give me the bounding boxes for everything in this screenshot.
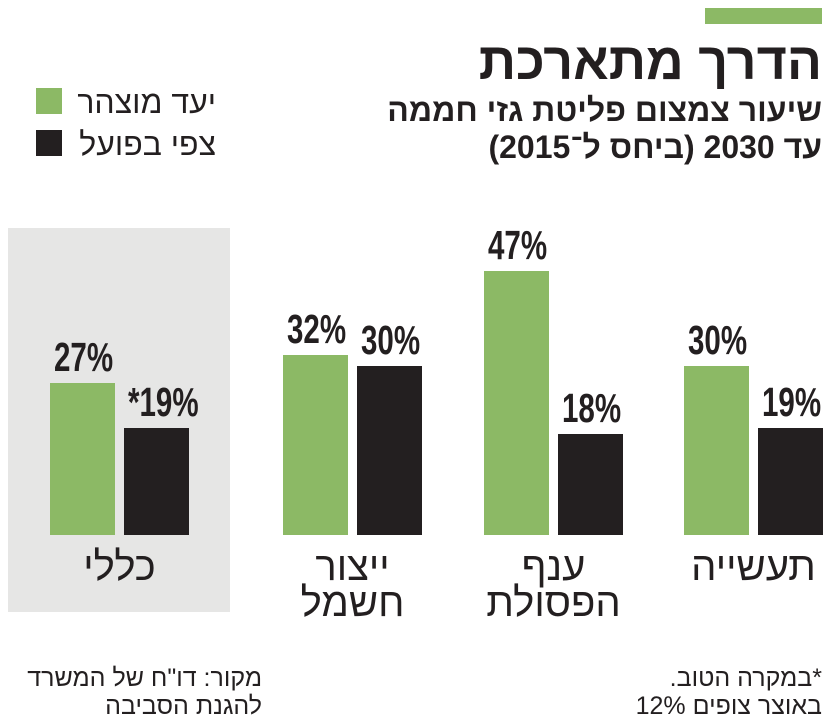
value-label-forecast-2: 30% [361,317,421,364]
chart-subtitle: שיעור צמצום פליטת גזי חממה עד 2030 (ביחס… [387,92,822,166]
value-label-target-2: 32% [287,306,347,353]
footnote: *במקרה הטוב. באוצר צופים 12% [636,664,822,720]
footnote-line: *במקרה הטוב. [669,664,822,692]
bar-target-0 [684,366,749,535]
category-label-2: ייצור חשמל [300,545,405,625]
accent-bar [705,8,822,24]
category-label-0: תעשייה [691,545,816,589]
value-label-forecast-3: *19% [128,379,199,426]
source-line: מקור: דו"ח של המשרד [27,664,262,692]
bar-target-3 [50,383,115,535]
subtitle-line: עד 2030 (ביחס ל־2015) [488,129,822,165]
value-label-target-0: 30% [688,317,748,364]
bar-target-1 [484,271,549,535]
legend-swatch-forecast [36,130,62,156]
value-label-target-3: 27% [54,334,114,381]
category-label-3: כללי [83,545,156,589]
bar-forecast-0 [758,428,823,535]
value-label-forecast-0: 19% [762,379,822,426]
footnote-line: באוצר צופים 12% [635,692,822,720]
value-label-target-1: 47% [488,222,548,268]
bar-forecast-2 [357,366,422,535]
category-label-1: ענף הפסולת [486,545,621,625]
legend-item-forecast: צפי בפועל [36,128,216,160]
subtitle-line: שיעור צמצום פליטת גזי חממה [387,92,822,128]
legend-swatch-target [36,88,62,114]
bar-forecast-3 [124,428,189,535]
chart-title: הדרך מתארכת [478,33,822,91]
legend-label-forecast: צפי בפועל [79,126,216,162]
value-label-forecast-1: 18% [562,384,622,431]
legend: יעד מוצהר צפי בפועל [36,86,216,162]
highlight-panel [8,228,230,612]
source-line: להגנת הסביבה [105,692,262,720]
bar-target-2 [283,355,348,535]
legend-label-target: יעד מוצהר [77,84,216,120]
bar-forecast-1 [558,433,623,535]
source-note: מקור: דו"ח של המשרד להגנת הסביבה [27,664,262,720]
legend-item-target: יעד מוצהר [36,86,216,118]
